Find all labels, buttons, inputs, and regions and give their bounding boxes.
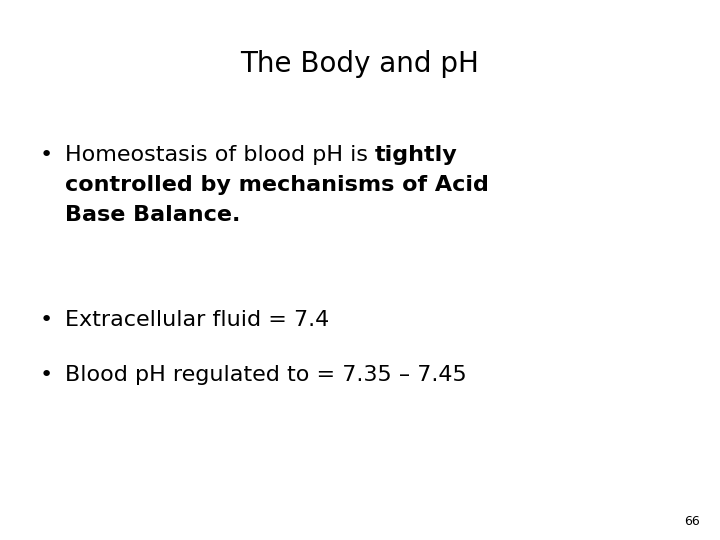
Text: Homeostasis of blood pH is: Homeostasis of blood pH is <box>65 145 375 165</box>
Text: The Body and pH: The Body and pH <box>240 50 480 78</box>
Text: controlled by mechanisms of Acid: controlled by mechanisms of Acid <box>65 175 489 195</box>
Text: Base Balance.: Base Balance. <box>65 205 240 225</box>
Text: •: • <box>40 145 53 165</box>
Text: Extracellular fluid = 7.4: Extracellular fluid = 7.4 <box>65 310 329 330</box>
Text: •: • <box>40 365 53 385</box>
Text: tightly: tightly <box>375 145 458 165</box>
Text: •: • <box>40 310 53 330</box>
Text: 66: 66 <box>684 515 700 528</box>
Text: Blood pH regulated to = 7.35 – 7.45: Blood pH regulated to = 7.35 – 7.45 <box>65 365 467 385</box>
